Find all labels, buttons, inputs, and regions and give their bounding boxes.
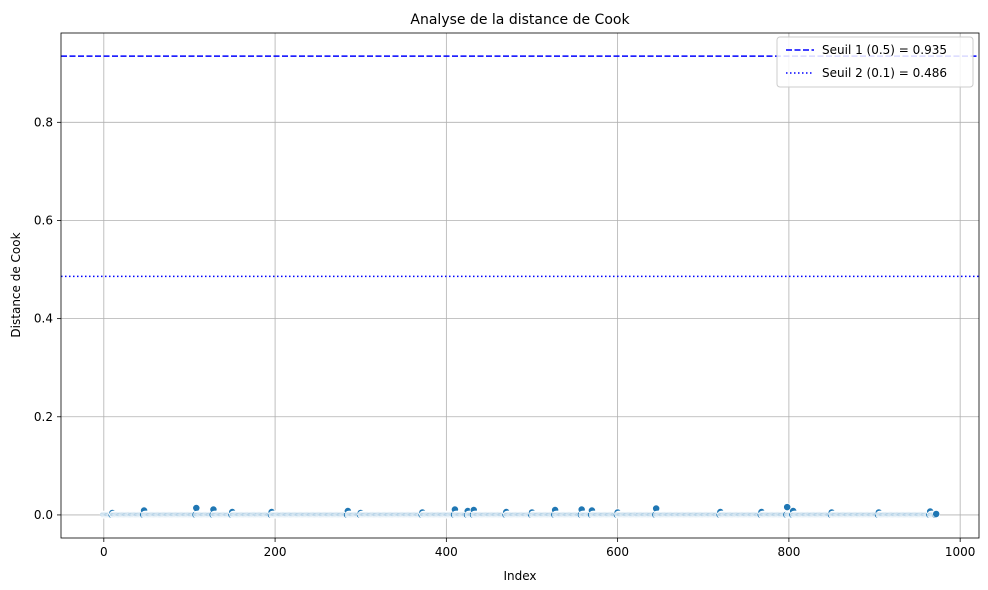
data-point (932, 510, 941, 518)
x-tick-label: 1000 (945, 545, 976, 559)
x-tick-label: 400 (435, 545, 458, 559)
legend: Seuil 1 (0.5) = 0.935 Seuil 2 (0.1) = 0.… (776, 36, 974, 88)
y-tick-label: 0.4 (34, 312, 53, 326)
y-tick-label: 0.0 (34, 508, 53, 522)
x-tick-label: 0 (100, 545, 108, 559)
y-axis-label: Distance de Cook (9, 232, 23, 337)
data-point (192, 504, 201, 513)
legend-label-seuil-2: Seuil 2 (0.1) = 0.486 (822, 66, 947, 80)
x-tick-label: 200 (264, 545, 287, 559)
x-axis-label: Index (503, 569, 536, 583)
y-tick-label: 0.6 (34, 213, 53, 227)
x-tick-label: 800 (777, 545, 800, 559)
y-ticks: 0.0 0.2 0.4 0.6 0.8 (34, 115, 61, 522)
data-points (99, 503, 941, 519)
data-point (783, 503, 792, 512)
y-tick-label: 0.2 (34, 410, 53, 424)
x-tick-label: 600 (606, 545, 629, 559)
legend-label-seuil-1: Seuil 1 (0.5) = 0.935 (822, 43, 947, 57)
chart-title: Analyse de la distance de Cook (410, 12, 630, 28)
y-tick-label: 0.8 (34, 115, 53, 129)
plot-frame (60, 32, 980, 539)
x-ticks: 0 200 400 600 800 1000 (100, 538, 975, 559)
legend-box (776, 36, 974, 88)
